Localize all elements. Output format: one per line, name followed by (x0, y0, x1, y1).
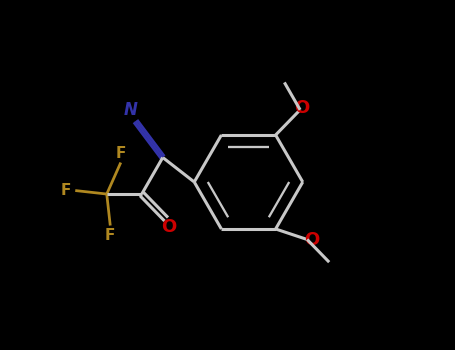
Text: F: F (60, 183, 71, 198)
Text: O: O (294, 99, 309, 117)
Text: O: O (162, 218, 177, 236)
Text: O: O (303, 231, 319, 249)
Text: F: F (105, 228, 116, 243)
Text: N: N (123, 101, 137, 119)
Text: F: F (116, 146, 126, 161)
